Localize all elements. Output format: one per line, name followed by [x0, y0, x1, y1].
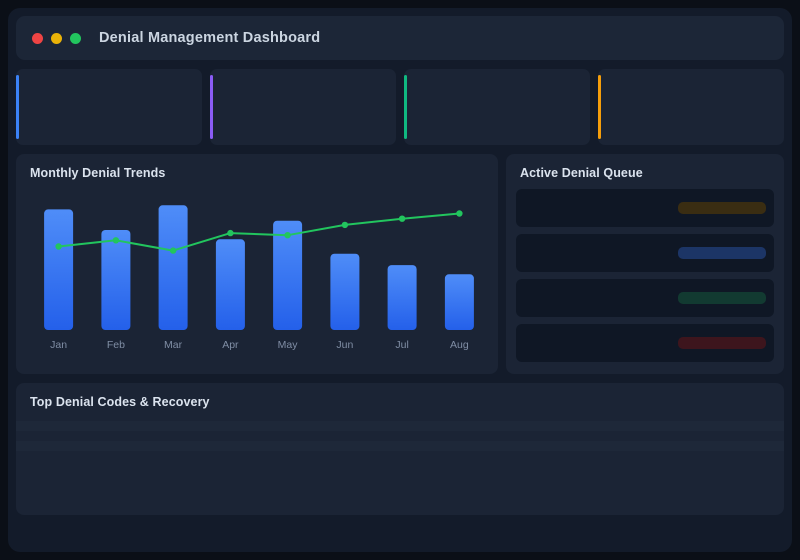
chart-data-point: [55, 243, 62, 250]
chart-x-label: Jul: [395, 339, 408, 351]
table-header-row: [16, 409, 784, 421]
kpi-card[interactable]: [210, 69, 396, 145]
cell-count: [326, 441, 468, 451]
chart-x-axis-labels: Jan Feb Mar Apr May Jun Jul Aug: [50, 339, 469, 351]
chart-data-point: [227, 229, 234, 237]
kpi-row: [16, 69, 784, 145]
monthly-denial-trends-panel: Monthly Denial Trends Jan Feb Mar Apr May Jun…: [16, 154, 498, 374]
chart-data-point: [456, 210, 463, 217]
queue-item-texts: [528, 208, 678, 209]
chart-data-point: [112, 237, 120, 244]
chart-data-point: [341, 221, 349, 229]
queue-item[interactable]: [516, 279, 774, 317]
status-badge[interactable]: [678, 202, 766, 214]
window-title: Denial Management Dashboard: [99, 30, 321, 46]
kpi-accent-bar: [598, 75, 601, 139]
queue-list: [506, 180, 784, 362]
chart-bar: [215, 239, 245, 330]
cell-amount: [468, 441, 620, 451]
cell-count: [326, 431, 468, 441]
table-panel-title: Top Denial Codes & Recovery: [30, 395, 210, 409]
queue-item-texts: [528, 253, 678, 254]
chart-panel-title: Monthly Denial Trends: [30, 166, 166, 180]
cell-recovery: [620, 441, 784, 451]
queue-item[interactable]: [516, 189, 774, 227]
table-header: [16, 409, 784, 421]
cell-amount: [468, 431, 620, 441]
top-denial-codes-panel: Top Denial Codes & Recovery: [16, 383, 784, 515]
active-denial-queue-panel: Active Denial Queue: [506, 154, 784, 374]
chart-x-label: Jan: [50, 339, 67, 351]
queue-item[interactable]: [516, 324, 774, 362]
dashboard-window: Denial Management Dashboard Monthly Deni…: [8, 8, 792, 552]
cell-code: [16, 441, 174, 451]
denial-codes-table: [16, 409, 784, 461]
status-badge[interactable]: [678, 247, 766, 259]
cell-description: [174, 451, 326, 461]
chart-x-label: Apr: [222, 339, 239, 351]
chart-trend-points: [55, 210, 463, 254]
chart-bar: [158, 205, 188, 330]
maximize-dot[interactable]: [70, 32, 81, 44]
queue-item-texts: [528, 298, 678, 299]
cell-code: [16, 451, 174, 461]
chart-bar: [273, 220, 303, 330]
kpi-card[interactable]: [16, 69, 202, 145]
chart-bars: [44, 205, 474, 330]
cell-recovery: [620, 421, 784, 431]
table-row[interactable]: [16, 441, 784, 451]
kpi-accent-bar: [210, 75, 213, 139]
chart-x-label: Feb: [107, 339, 125, 351]
chart-bar: [444, 274, 474, 330]
cell-code: [16, 431, 174, 441]
table-row[interactable]: [16, 451, 784, 461]
chart-area: Jan Feb Mar Apr May Jun Jul Aug: [30, 190, 488, 368]
cell-description: [174, 431, 326, 441]
cell-amount: [468, 451, 620, 461]
chart-data-point: [398, 215, 406, 222]
chart-bar: [330, 253, 360, 330]
middle-row: Monthly Denial Trends Jan Feb Mar Apr May Jun…: [16, 154, 784, 374]
cell-amount: [468, 421, 620, 431]
status-badge[interactable]: [678, 292, 766, 304]
chart-data-point: [169, 247, 177, 254]
kpi-card[interactable]: [404, 69, 590, 145]
chart-trend-line: [57, 212, 461, 252]
queue-item-texts: [528, 343, 678, 344]
minimize-dot[interactable]: [51, 32, 62, 44]
chart-x-label: Jun: [336, 339, 353, 351]
chart-data-point: [284, 232, 291, 239]
queue-panel-title: Active Denial Queue: [520, 166, 643, 180]
chart-bar: [101, 230, 131, 330]
cell-code: [16, 421, 174, 431]
close-dot[interactable]: [32, 32, 43, 44]
cell-count: [326, 421, 468, 431]
denial-trends-chart: Jan Feb Mar Apr May Jun Jul Aug: [44, 205, 474, 351]
kpi-accent-bar: [16, 75, 19, 139]
cell-recovery: [620, 431, 784, 441]
queue-item[interactable]: [516, 234, 774, 272]
cell-description: [174, 441, 326, 451]
kpi-card[interactable]: [598, 69, 784, 145]
table-body: [16, 421, 784, 461]
table-column-header[interactable]: [16, 409, 174, 421]
status-badge[interactable]: [678, 337, 766, 349]
window-titlebar: Denial Management Dashboard: [16, 16, 784, 60]
cell-count: [326, 451, 468, 461]
table-column-header[interactable]: [620, 409, 784, 421]
table-column-header[interactable]: [326, 409, 468, 421]
table-row[interactable]: [16, 431, 784, 441]
chart-bar: [44, 209, 74, 330]
chart-x-label: Mar: [164, 339, 183, 351]
table-column-header[interactable]: [468, 409, 620, 421]
kpi-accent-bar: [404, 75, 407, 139]
chart-x-label: Aug: [450, 339, 469, 351]
table-row[interactable]: [16, 421, 784, 431]
chart-bar: [387, 265, 417, 330]
table-column-header[interactable]: [174, 409, 326, 421]
cell-recovery: [620, 451, 784, 461]
chart-x-label: May: [278, 339, 299, 351]
cell-description: [174, 421, 326, 431]
